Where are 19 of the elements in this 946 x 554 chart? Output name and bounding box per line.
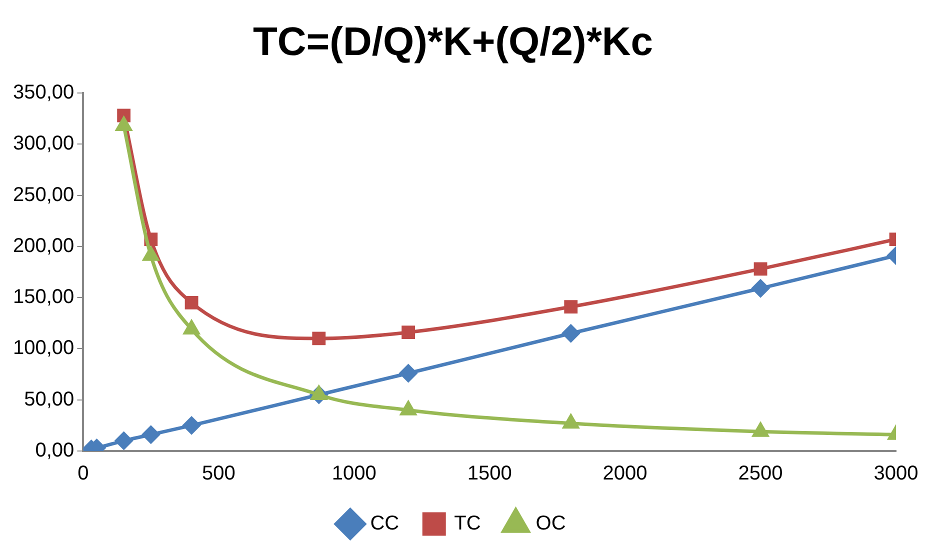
y-tick-label: 0,00 xyxy=(35,440,74,462)
x-tick-label: 1500 xyxy=(467,462,512,485)
y-tick-label: 100,00 xyxy=(13,337,74,360)
legend-label: OC xyxy=(536,512,566,535)
x-tick-label: 1000 xyxy=(332,462,376,485)
x-tick-label: 2000 xyxy=(602,462,648,485)
x-tick-label: 2500 xyxy=(738,462,783,485)
x-tick-label: 3000 xyxy=(874,462,918,485)
legend-label: CC xyxy=(370,512,400,535)
x-tick-label: 0 xyxy=(78,462,89,485)
y-tick-label: 250,00 xyxy=(13,184,74,206)
x-tick-label: 500 xyxy=(202,462,236,485)
y-tick-label: 50,00 xyxy=(24,388,74,410)
chart-title: TC=(D/Q)*K+(Q/2)*Kc xyxy=(252,20,654,64)
y-tick-label: 350,00 xyxy=(13,82,74,104)
y-tick-label: 200,00 xyxy=(13,234,74,257)
legend-label: TC xyxy=(454,512,481,535)
y-tick-label: 300,00 xyxy=(13,132,74,155)
y-tick-label: 150,00 xyxy=(13,286,74,308)
